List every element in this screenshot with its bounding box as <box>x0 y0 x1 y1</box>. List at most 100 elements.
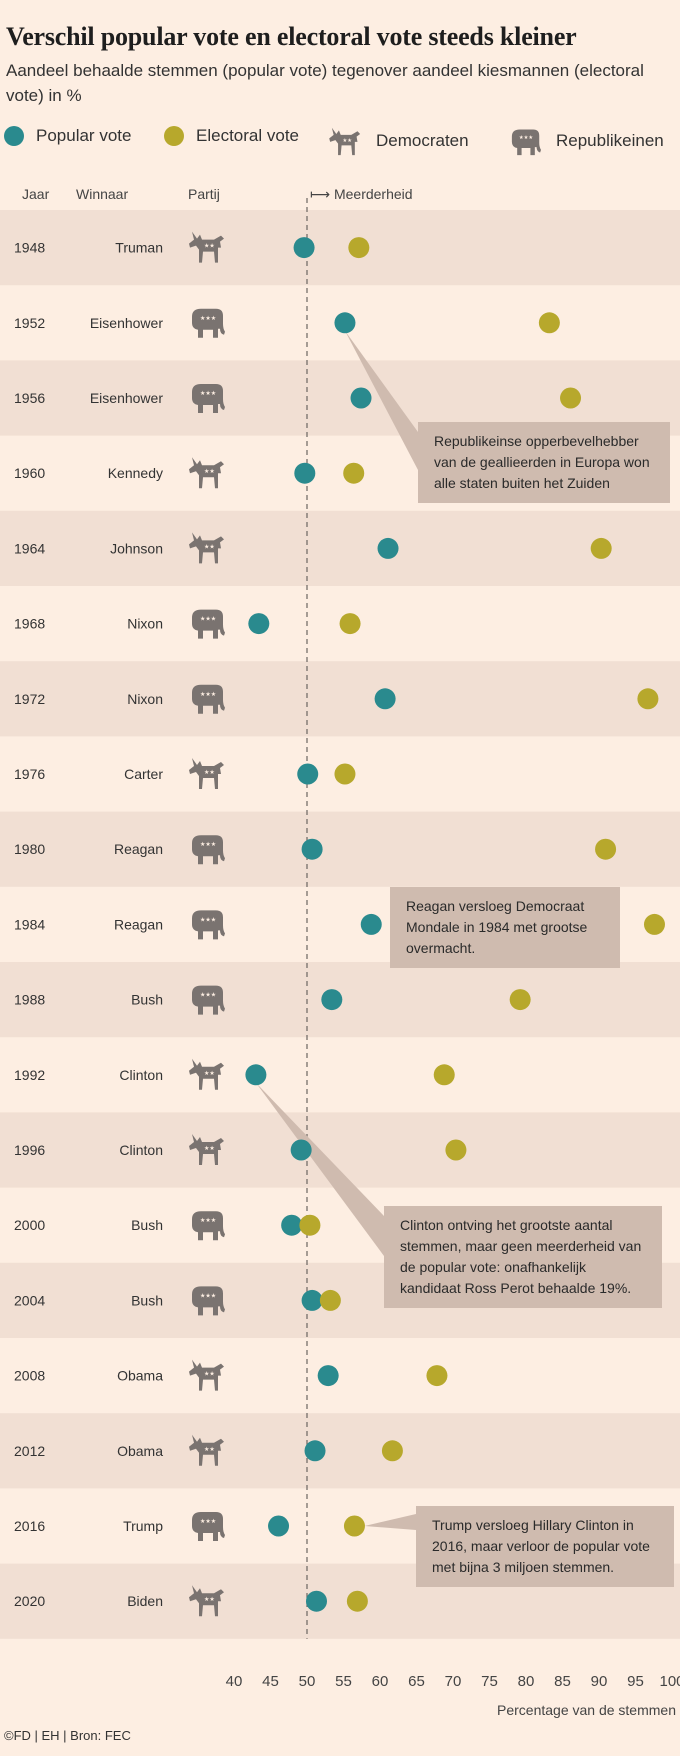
popular-vote-point <box>334 312 356 334</box>
winner-label: Obama <box>117 1443 163 1459</box>
svg-text:★★★: ★★★ <box>200 992 216 999</box>
elephant-icon: ★★★ <box>192 308 225 338</box>
electoral-vote-point <box>538 312 560 334</box>
winner-label: Clinton <box>119 1067 163 1083</box>
electoral-vote-point <box>343 1515 365 1537</box>
electoral-vote-point <box>595 838 617 860</box>
donkey-icon: ★★ <box>189 532 224 564</box>
winner-label: Nixon <box>127 616 163 632</box>
svg-text:★★: ★★ <box>204 1371 215 1378</box>
x-tick-label: 65 <box>408 1673 425 1690</box>
electoral-vote-point <box>426 1365 448 1387</box>
svg-text:★★★: ★★★ <box>200 691 216 698</box>
elephant-icon: ★★★ <box>192 609 225 639</box>
popular-vote-point <box>321 989 343 1011</box>
year-label: 1996 <box>14 1142 45 1158</box>
annotation-pointer <box>255 1082 384 1256</box>
legend-dem-label: Democraten <box>376 131 469 150</box>
elephant-icon: ★★★ <box>192 384 225 413</box>
winner-label: Truman <box>115 240 163 256</box>
svg-text:★★: ★★ <box>204 1145 215 1152</box>
year-label: 1968 <box>14 616 45 632</box>
winner-label: Bush <box>131 1292 163 1308</box>
donkey-icon: ★★ <box>189 1134 224 1165</box>
popular-vote-dot-icon <box>4 126 24 146</box>
svg-text:★★★: ★★★ <box>200 390 216 397</box>
popular-vote-point <box>301 1289 323 1311</box>
elephant-icon: ★★★ <box>511 129 541 156</box>
popular-vote-point <box>360 913 382 935</box>
year-label: 1984 <box>14 916 45 932</box>
note-trump: Trump versloeg Hillary Clinton in 2016, … <box>416 1506 674 1587</box>
row-band <box>0 1413 680 1489</box>
legend-popular: Popular vote <box>4 126 131 146</box>
popular-vote-point <box>293 237 315 259</box>
electoral-vote-point <box>319 1289 341 1311</box>
x-tick-label: 100 <box>659 1673 680 1690</box>
winner-label: Johnson <box>110 540 163 556</box>
chart-title: Verschil popular vote en electoral vote … <box>6 22 577 51</box>
x-axis-title: Percentage van de stemmen <box>497 1702 676 1718</box>
elephant-icon: ★★★ <box>192 910 225 940</box>
majority-label: ⟼ Meerderheid <box>310 186 413 202</box>
popular-vote-point <box>350 387 372 409</box>
column-party-header: Partij <box>188 186 220 202</box>
legend-rep-label: Republikeinen <box>556 131 664 150</box>
donkey-icon: ★★ <box>189 1058 224 1090</box>
popular-vote-point <box>377 537 399 559</box>
donkey-icon: ★★ <box>189 758 224 789</box>
year-label: 2000 <box>14 1217 45 1233</box>
electoral-vote-point <box>445 1139 467 1161</box>
electoral-vote-point <box>299 1214 321 1236</box>
year-label: 1964 <box>14 540 45 556</box>
winner-label: Carter <box>124 766 163 782</box>
row-band <box>0 210 680 286</box>
electoral-vote-point <box>343 462 365 484</box>
popular-vote-point <box>374 688 396 710</box>
row-band <box>0 510 680 586</box>
legend-popular-label: Popular vote <box>36 126 132 145</box>
electoral-vote-point <box>346 1590 368 1612</box>
electoral-vote-point <box>509 989 531 1011</box>
x-tick-label: 45 <box>262 1673 279 1690</box>
svg-text:★★: ★★ <box>204 1446 215 1453</box>
electoral-vote-point <box>560 387 582 409</box>
legend: Popular vote Electoral vote ★★ Democrate… <box>0 126 680 158</box>
elephant-icon: ★★★ <box>192 985 225 1015</box>
electoral-vote-point <box>643 913 665 935</box>
electoral-vote-dot-icon <box>164 126 184 146</box>
year-label: 2008 <box>14 1368 45 1384</box>
svg-text:★★: ★★ <box>204 468 215 475</box>
svg-text:★★★: ★★★ <box>519 135 533 141</box>
annotation-pointer <box>364 1514 416 1530</box>
winner-label: Obama <box>117 1368 163 1384</box>
note-reagan: Reagan versloeg Democraat Mondale in 198… <box>390 887 620 968</box>
electoral-vote-point <box>590 537 612 559</box>
x-tick-label: 40 <box>226 1673 243 1690</box>
year-label: 1976 <box>14 766 45 782</box>
note-clinton: Clinton ontving het grootste aantal stem… <box>384 1206 662 1308</box>
donkey-icon: ★★ <box>189 231 224 263</box>
x-tick-label: 50 <box>299 1673 316 1690</box>
svg-text:★★: ★★ <box>204 543 215 550</box>
source-credit: ©FD | EH | Bron: FEC <box>4 1728 131 1743</box>
legend-electoral: Electoral vote <box>164 126 299 146</box>
svg-text:★★★: ★★★ <box>200 1217 216 1224</box>
donkey-icon: ★★ <box>189 457 224 489</box>
popular-vote-point <box>281 1214 303 1236</box>
x-tick-label: 75 <box>481 1673 498 1690</box>
svg-text:★★★: ★★★ <box>200 315 216 322</box>
x-tick-label: 85 <box>554 1673 571 1690</box>
popular-vote-point <box>245 1064 267 1086</box>
chart-subtitle: Aandeel behaalde stemmen (popular vote) … <box>6 61 644 105</box>
year-label: 1948 <box>14 240 45 256</box>
popular-vote-point <box>297 763 319 785</box>
winner-label: Nixon <box>127 691 163 707</box>
elephant-icon: ★★★ <box>192 835 225 865</box>
svg-text:★★★: ★★★ <box>200 616 216 623</box>
svg-text:★★: ★★ <box>204 243 215 250</box>
x-tick-label: 80 <box>518 1673 535 1690</box>
winner-label: Clinton <box>119 1142 163 1158</box>
electoral-vote-point <box>348 237 370 259</box>
electoral-vote-point <box>334 763 356 785</box>
